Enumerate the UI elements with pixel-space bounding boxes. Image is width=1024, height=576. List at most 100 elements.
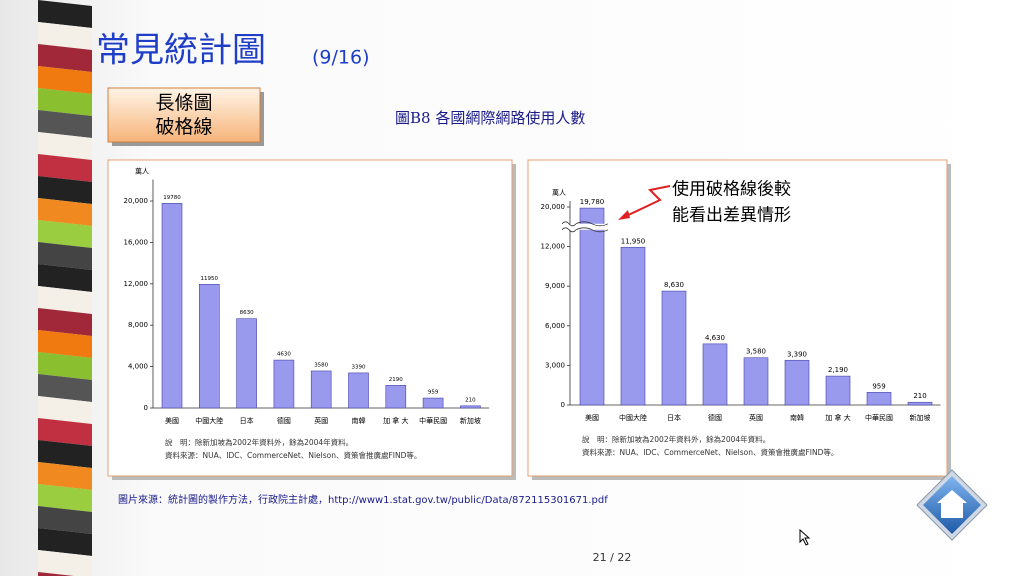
axis-break <box>575 221 609 233</box>
arrow-head <box>618 210 630 220</box>
value-label: 3,390 <box>787 350 807 358</box>
x-tick-label: 新加坡 <box>460 416 481 425</box>
home-button[interactable] <box>916 469 988 541</box>
x-tick-label: 英國 <box>749 413 763 422</box>
value-label: 11,950 <box>621 237 646 245</box>
x-tick-label: 德國 <box>277 416 291 425</box>
bar <box>310 370 332 409</box>
y-tick-label: 6,000 <box>545 322 565 330</box>
stripe <box>38 330 92 358</box>
stripe <box>38 308 92 336</box>
bar <box>743 357 769 406</box>
annotation-arrow <box>621 185 671 219</box>
y-tick-label: 0 <box>144 404 148 412</box>
note: 說 明：除新加坡為2002年資料外，餘為2004年資料。 <box>165 437 353 447</box>
stripe <box>38 462 92 490</box>
y-tick-label: 0 <box>561 401 565 409</box>
y-tick-label: 20,000 <box>541 203 566 211</box>
value-label: 4630 <box>277 352 291 358</box>
x-tick-label: 美國 <box>585 413 599 422</box>
value-label: 11950 <box>201 276 219 282</box>
unit-label: 萬人 <box>552 188 566 197</box>
bar <box>825 375 851 406</box>
stripe <box>38 132 92 160</box>
stripe <box>38 110 92 138</box>
stripe <box>38 198 92 226</box>
stripe <box>38 286 92 314</box>
value-label: 3,580 <box>746 348 766 356</box>
x-tick-label: 加 拿 大 <box>383 416 408 425</box>
bar <box>661 290 687 406</box>
bar <box>161 203 183 409</box>
bar <box>579 207 605 406</box>
bar <box>422 397 444 409</box>
stripe <box>38 242 92 270</box>
bar <box>348 372 369 409</box>
y-tick-label: 20,000 <box>124 197 149 205</box>
stripe <box>38 44 92 72</box>
x-tick-label: 中國大陸 <box>195 416 223 425</box>
value-label: 2,190 <box>828 366 848 374</box>
x-tick-label: 德國 <box>708 413 722 422</box>
bar <box>199 284 220 409</box>
value-label: 210 <box>913 392 926 400</box>
title-suffix: (9/16) <box>312 47 370 69</box>
cursor <box>799 528 811 546</box>
x-tick-label: 中華民國 <box>865 413 893 422</box>
x-tick-label: 日本 <box>667 413 681 422</box>
stripe <box>38 88 92 116</box>
note: 說 明：除新加坡為2002年資料外，餘為2004年資料。 <box>582 434 770 444</box>
bar <box>907 401 933 406</box>
axis-break-gap <box>562 223 576 230</box>
stripe <box>38 154 92 182</box>
bar <box>702 343 728 406</box>
tag-line: 長條圖 <box>155 92 212 114</box>
value-label: 19,780 <box>580 198 605 206</box>
stripe <box>38 440 92 468</box>
y-tick-label: 8,000 <box>128 321 148 329</box>
note: 資料來源：NUA、IDC、CommerceNet、Nielson、資策會推廣處F… <box>582 447 838 457</box>
axis-break-gap <box>576 223 608 230</box>
stripe <box>38 506 92 534</box>
slide-title: 常見統計圖 <box>96 31 266 71</box>
x-tick-label: 南韓 <box>790 413 804 422</box>
stripe <box>38 484 92 512</box>
y-tick-label: 16,000 <box>124 238 149 246</box>
y-tick-label: 3,000 <box>545 361 565 369</box>
value-label: 959 <box>428 390 439 396</box>
value-label: 3390 <box>352 364 366 370</box>
value-label: 19780 <box>163 195 181 201</box>
note: 資料來源：NUA、IDC、CommerceNet、Nielson、資策會推廣處F… <box>165 450 421 460</box>
source-text: 圖片來源：統計圖的製作方法，行政院主計處，http://www1.stat.go… <box>118 493 608 506</box>
y-tick-label: 12,000 <box>541 243 566 251</box>
x-tick-label: 南韓 <box>352 416 366 425</box>
page-number: 21 / 22 <box>593 551 632 564</box>
value-label: 8,630 <box>664 281 684 289</box>
annotation: 能看出差異情形 <box>672 206 791 226</box>
y-tick-label: 4,000 <box>128 363 148 371</box>
stripe <box>38 572 74 576</box>
stripe <box>38 352 92 380</box>
bar <box>236 318 257 409</box>
stripe <box>38 264 92 292</box>
stripe <box>38 528 92 556</box>
x-tick-label: 加 拿 大 <box>825 413 850 422</box>
bar <box>620 246 646 406</box>
decor-stripes <box>38 0 92 576</box>
stripe <box>38 220 92 248</box>
figure-caption: 圖B8 各國網際網路使用人數 <box>395 109 585 127</box>
y-tick-label: 9,000 <box>545 282 565 290</box>
stripe <box>38 176 92 204</box>
stripe <box>38 0 92 28</box>
x-tick-label: 新加坡 <box>910 413 931 422</box>
axis-break <box>561 221 577 233</box>
bar <box>385 385 407 409</box>
unit-label: 萬人 <box>135 167 149 176</box>
stripe <box>38 550 92 576</box>
value-label: 2190 <box>389 377 403 383</box>
value-label: 959 <box>872 382 885 390</box>
value-label: 4,630 <box>705 334 725 342</box>
value-label: 8630 <box>240 310 254 316</box>
bar <box>273 359 295 409</box>
